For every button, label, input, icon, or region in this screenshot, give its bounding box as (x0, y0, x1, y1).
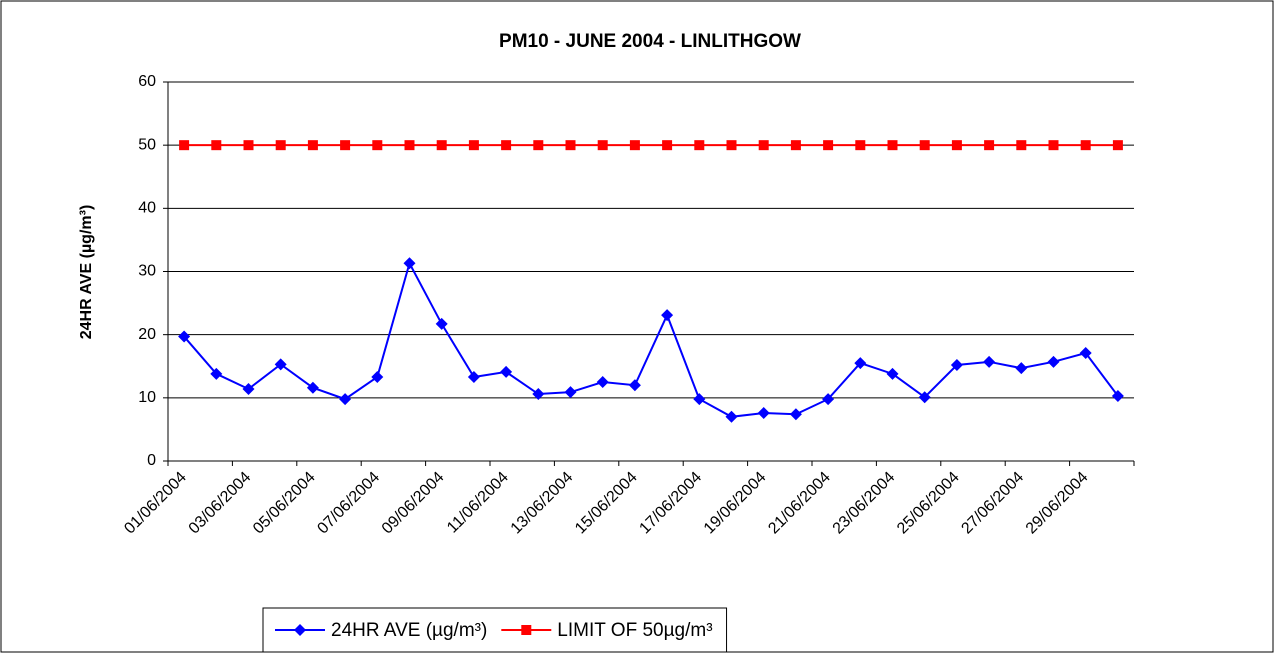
marker (1047, 355, 1060, 368)
marker (371, 370, 384, 383)
marker (404, 140, 415, 151)
marker (887, 140, 898, 151)
marker (1079, 346, 1092, 359)
marker (210, 367, 223, 380)
marker (886, 367, 899, 380)
marker (983, 355, 996, 368)
marker (822, 393, 835, 406)
marker (661, 309, 674, 322)
marker (179, 140, 190, 151)
marker (823, 140, 834, 151)
marker (467, 370, 480, 383)
marker (662, 140, 673, 151)
marker (1080, 140, 1091, 151)
marker (372, 140, 383, 151)
marker (564, 386, 577, 399)
y-tick-label: 40 (138, 200, 156, 217)
marker (693, 393, 706, 406)
y-tick-label: 20 (138, 326, 156, 343)
marker (757, 406, 770, 419)
y-tick-label: 0 (147, 452, 156, 469)
marker (306, 381, 319, 394)
marker (1015, 362, 1028, 375)
marker (984, 140, 995, 151)
marker (468, 140, 479, 151)
marker (521, 625, 532, 635)
marker (1112, 140, 1123, 151)
chart-title: PM10 - JUNE 2004 - LINLITHGOW (499, 31, 801, 52)
y-tick-label: 60 (138, 73, 156, 90)
y-axis-label: 24HR AVE (µg/m³) (78, 205, 95, 340)
marker (501, 140, 512, 151)
legend: 24HR AVE (µg/m³) LIMIT OF 50µg/m³ (262, 607, 728, 653)
marker (178, 330, 191, 343)
marker (1111, 389, 1124, 402)
marker (339, 393, 352, 406)
marker (565, 140, 576, 151)
marker (694, 140, 705, 151)
marker (854, 357, 867, 370)
marker (855, 140, 866, 151)
y-tick-label: 10 (138, 389, 156, 406)
marker (950, 358, 963, 371)
marker (726, 140, 737, 151)
legend-label: 24HR AVE (µg/m³) (331, 620, 487, 641)
marker (533, 140, 544, 151)
marker (758, 140, 769, 151)
legend-label: LIMIT OF 50µg/m³ (557, 620, 712, 641)
marker (211, 140, 222, 151)
marker (597, 140, 608, 151)
marker (629, 140, 640, 151)
legend-box (262, 607, 728, 653)
marker (1016, 140, 1027, 151)
y-tick-label: 30 (138, 263, 156, 280)
marker (918, 391, 931, 404)
marker (919, 140, 930, 151)
marker (596, 376, 609, 389)
marker (274, 358, 287, 371)
marker (789, 408, 802, 421)
marker (725, 410, 738, 423)
marker (435, 317, 448, 330)
marker (242, 382, 255, 395)
marker (340, 140, 351, 151)
marker (275, 140, 286, 151)
marker (500, 365, 513, 378)
marker (790, 140, 801, 151)
marker (951, 140, 962, 151)
marker (628, 379, 641, 392)
marker (243, 140, 254, 151)
y-tick-label: 50 (138, 136, 156, 153)
marker (532, 388, 545, 401)
marker (436, 140, 447, 151)
marker (403, 257, 416, 270)
marker (307, 140, 318, 151)
marker (1048, 140, 1059, 151)
marker (294, 624, 306, 636)
